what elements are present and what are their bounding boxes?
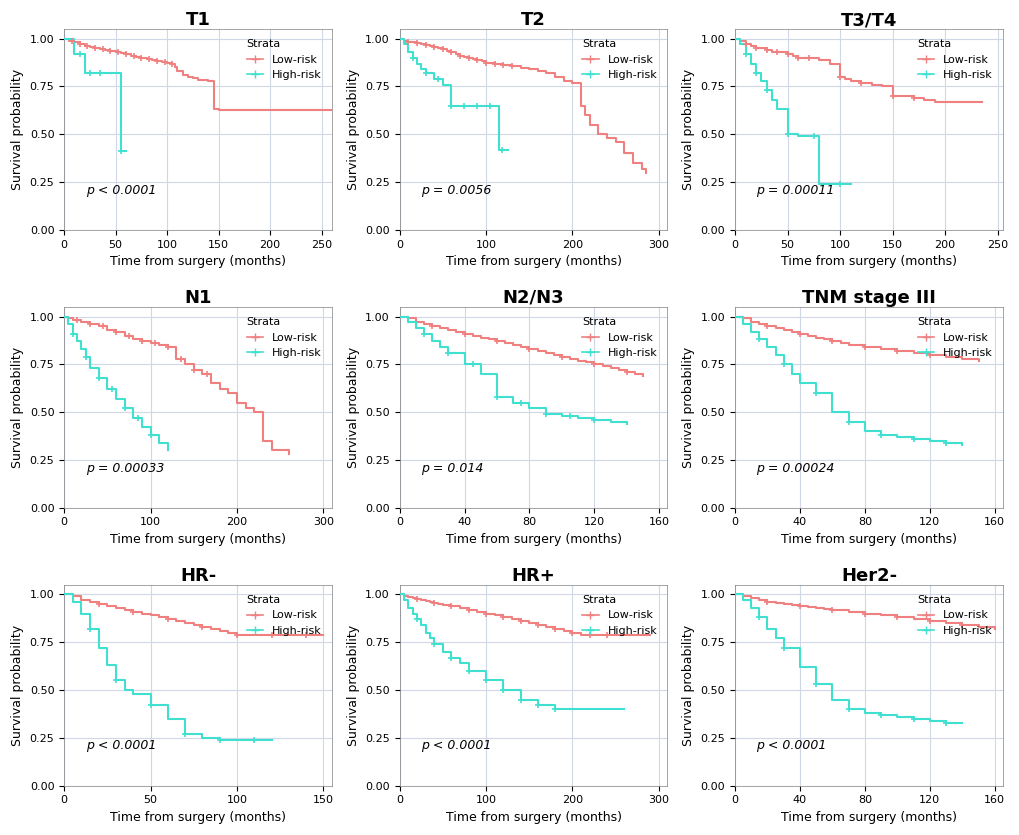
Title: N2/N3: N2/N3 (502, 289, 564, 307)
Text: p < 0.0001: p < 0.0001 (86, 184, 156, 197)
Title: T2: T2 (521, 11, 545, 29)
Legend: Low-risk, High-risk: Low-risk, High-risk (242, 312, 326, 362)
X-axis label: Time from surgery (months): Time from surgery (months) (781, 811, 956, 824)
Title: T1: T1 (185, 11, 210, 29)
Legend: Low-risk, High-risk: Low-risk, High-risk (577, 312, 661, 362)
Text: p = 0.00033: p = 0.00033 (86, 462, 164, 474)
Legend: Low-risk, High-risk: Low-risk, High-risk (242, 35, 326, 84)
Y-axis label: Survival probability: Survival probability (682, 625, 694, 746)
Text: p = 0.00024: p = 0.00024 (756, 462, 834, 474)
X-axis label: Time from surgery (months): Time from surgery (months) (445, 811, 621, 824)
X-axis label: Time from surgery (months): Time from surgery (months) (781, 533, 956, 546)
Legend: Low-risk, High-risk: Low-risk, High-risk (912, 312, 997, 362)
Legend: Low-risk, High-risk: Low-risk, High-risk (242, 590, 326, 640)
Title: T3/T4: T3/T4 (840, 11, 897, 29)
Legend: Low-risk, High-risk: Low-risk, High-risk (912, 590, 997, 640)
Y-axis label: Survival probability: Survival probability (682, 69, 694, 190)
X-axis label: Time from surgery (months): Time from surgery (months) (445, 533, 621, 546)
Y-axis label: Survival probability: Survival probability (11, 347, 24, 468)
Y-axis label: Survival probability: Survival probability (682, 347, 694, 468)
Title: TNM stage III: TNM stage III (801, 289, 935, 307)
X-axis label: Time from surgery (months): Time from surgery (months) (110, 256, 285, 268)
Y-axis label: Survival probability: Survival probability (346, 625, 360, 746)
Legend: Low-risk, High-risk: Low-risk, High-risk (912, 35, 997, 84)
X-axis label: Time from surgery (months): Time from surgery (months) (110, 533, 285, 546)
Legend: Low-risk, High-risk: Low-risk, High-risk (577, 590, 661, 640)
Text: p = 0.00011: p = 0.00011 (756, 184, 834, 197)
X-axis label: Time from surgery (months): Time from surgery (months) (445, 256, 621, 268)
Title: Her2-: Her2- (840, 567, 896, 584)
Y-axis label: Survival probability: Survival probability (11, 69, 24, 190)
Title: N1: N1 (184, 289, 212, 307)
Text: p < 0.0001: p < 0.0001 (756, 740, 826, 752)
Text: p < 0.0001: p < 0.0001 (86, 740, 156, 752)
Title: HR-: HR- (179, 567, 216, 584)
Title: HR+: HR+ (512, 567, 554, 584)
X-axis label: Time from surgery (months): Time from surgery (months) (781, 256, 956, 268)
Y-axis label: Survival probability: Survival probability (346, 69, 360, 190)
X-axis label: Time from surgery (months): Time from surgery (months) (110, 811, 285, 824)
Legend: Low-risk, High-risk: Low-risk, High-risk (577, 35, 661, 84)
Y-axis label: Survival probability: Survival probability (11, 625, 24, 746)
Text: p < 0.0001: p < 0.0001 (421, 740, 491, 752)
Text: p = 0.0056: p = 0.0056 (421, 184, 491, 197)
Text: p = 0.014: p = 0.014 (421, 462, 483, 474)
Y-axis label: Survival probability: Survival probability (346, 347, 360, 468)
